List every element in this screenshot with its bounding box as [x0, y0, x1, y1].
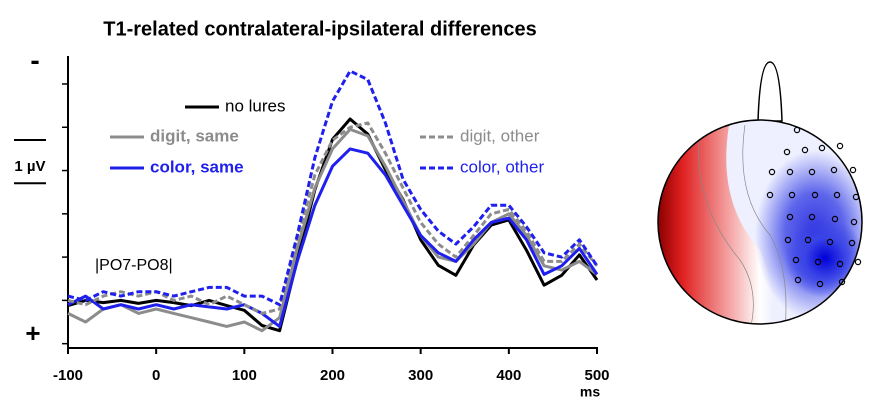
- nose: [757, 61, 783, 122]
- x-tick-label: 400: [496, 367, 521, 384]
- topomap: [657, 61, 863, 325]
- x-tick-label: 0: [152, 367, 160, 384]
- y-bottom-label: +: [25, 318, 40, 348]
- legend-label: digit, other: [460, 126, 540, 145]
- legend-label: color, same: [150, 157, 244, 176]
- y-top-label: -: [30, 44, 39, 75]
- x-axis-label: ms: [580, 384, 600, 400]
- series-line: [67, 147, 599, 328]
- legend-label: color, other: [460, 157, 544, 176]
- x-tick-label: -100: [53, 367, 83, 384]
- scale-bar-label: 1 µV: [14, 158, 45, 175]
- legend-label: no lures: [225, 96, 285, 115]
- x-tick-label: 500: [584, 367, 609, 384]
- x-tick-label: 100: [232, 367, 257, 384]
- annotation: |PO7-PO8|: [95, 257, 173, 274]
- series-line: [67, 127, 598, 333]
- contour-line: [742, 124, 787, 324]
- head-outline: [657, 119, 863, 325]
- x-tick-label: 300: [408, 367, 433, 384]
- x-tick-label: 200: [320, 367, 345, 384]
- chart-title: T1-related contralateral-ipsilateral dif…: [103, 18, 537, 40]
- series-line: [67, 69, 599, 307]
- electrodes: [766, 126, 862, 288]
- contour-line: [697, 124, 754, 324]
- legend-label: digit, same: [150, 126, 239, 145]
